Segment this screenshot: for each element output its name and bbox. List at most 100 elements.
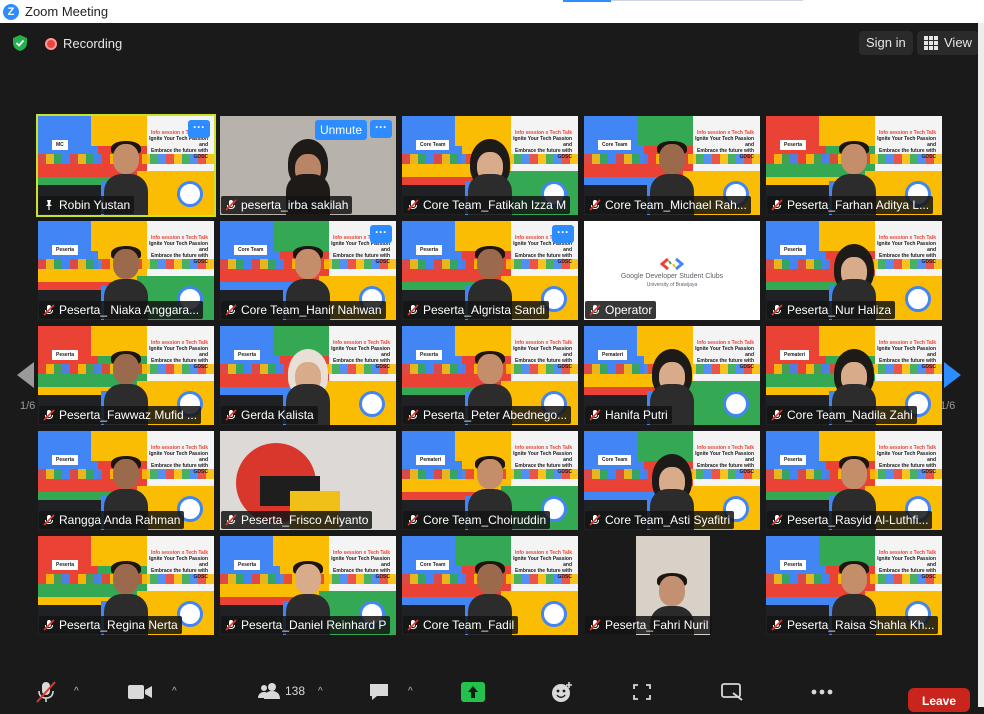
video-tile[interactable]: Info session x Tech Talk Ignite Your Tech… <box>220 326 396 425</box>
participant-name: Core Team_Asti Syafitri <box>605 513 731 527</box>
participants-button[interactable]: 138 <box>258 680 305 702</box>
tile-more-button[interactable]: ··· <box>370 120 392 138</box>
role-label: Core Team <box>416 140 450 150</box>
participant-video <box>650 454 694 530</box>
banner-text: Info session x Tech Talk Ignite Your Tech… <box>149 340 208 370</box>
recording-indicator[interactable]: Recording <box>45 36 122 51</box>
mic-muted-icon <box>407 514 419 526</box>
video-tile[interactable]: Info session x Tech Talk Ignite Your Tech… <box>402 326 578 425</box>
banner-text: Info session x Tech Talk Ignite Your Tech… <box>877 445 936 475</box>
participant-name: Peserta_Raisa Shahla Kh... <box>787 618 935 632</box>
mic-muted-icon <box>225 619 237 631</box>
video-tile[interactable]: Info session x Tech Talk Ignite Your Tech… <box>766 431 942 530</box>
mic-muted-icon <box>589 304 601 316</box>
gallery-prev-arrow-icon[interactable] <box>17 362 34 388</box>
video-tile[interactable]: Google Developer Student Clubs University… <box>584 221 760 320</box>
chat-caret-icon[interactable]: ^ <box>408 686 413 697</box>
participant-name-tag: Core Team_Choiruddin <box>403 511 551 529</box>
more-icon[interactable] <box>811 689 833 695</box>
role-label: Peserta <box>52 350 79 360</box>
leave-button[interactable]: Leave <box>908 688 970 712</box>
audio-options-caret-icon[interactable]: ^ <box>74 686 79 697</box>
video-tile[interactable]: Info session x Tech Talk Ignite Your Tech… <box>766 116 942 215</box>
role-label: Pemateri <box>416 455 446 465</box>
gallery-next-arrow-icon[interactable] <box>944 362 961 388</box>
video-options-caret-icon[interactable]: ^ <box>172 686 177 697</box>
view-button[interactable]: View <box>917 31 979 55</box>
video-tile[interactable]: Info session x Tech Talk Ignite Your Tech… <box>38 221 214 320</box>
video-tile[interactable]: Info session x Tech Talk Ignite Your Tech… <box>38 431 214 530</box>
participant-name: Core Team_Fadil <box>423 618 515 632</box>
video-tile[interactable]: Info session x Tech Talk Ignite Your Tech… <box>402 536 578 635</box>
whiteboard-icon[interactable] <box>721 683 743 701</box>
mic-muted-icon[interactable] <box>35 680 57 704</box>
unmute-button[interactable]: Unmute <box>314 120 367 140</box>
mic-muted-icon <box>225 409 237 421</box>
participant-name: Peserta_Frisco Ariyanto <box>241 513 369 527</box>
video-tile[interactable]: Info session x Tech Talk Ignite Your Tech… <box>38 536 214 635</box>
gdsc-logo-icon <box>660 257 684 271</box>
participant-name: Operator <box>605 303 653 317</box>
banner-text: Info session x Tech Talk Ignite Your Tech… <box>513 550 572 580</box>
video-tile[interactable]: Info session x Tech Talk Ignite Your Tech… <box>220 221 396 320</box>
banner-text: Info session x Tech Talk Ignite Your Tech… <box>513 130 572 160</box>
banner-text: Info session x Tech Talk Ignite Your Tech… <box>513 340 572 370</box>
participant-name: Peserta_Fahri Nuril <box>605 618 709 632</box>
video-icon[interactable] <box>127 684 153 700</box>
video-tile[interactable]: Info session x Tech Talk Ignite Your Tech… <box>766 221 942 320</box>
video-tile[interactable]: Info session x Tech Talk Ignite Your Tech… <box>402 116 578 215</box>
video-tile[interactable]: Info session x Tech Talk Ignite Your Tech… <box>766 536 942 635</box>
banner-text: Info session x Tech Talk Ignite Your Tech… <box>877 235 936 265</box>
participant-name-tag: Peserta_ Niaka Anggara... <box>39 301 204 319</box>
video-tile[interactable]: Info session x Tech Talk Ignite Your Tech… <box>402 221 578 320</box>
apps-icon[interactable] <box>632 683 652 701</box>
video-tile[interactable]: Info session x Tech Talk Ignite Your Tech… <box>36 114 216 217</box>
tile-more-button[interactable]: ··· <box>370 225 392 243</box>
participants-caret-icon[interactable]: ^ <box>318 686 323 697</box>
participant-name: Rangga Anda Rahman <box>59 513 181 527</box>
participant-name-tag: Core Team_Michael Rah... <box>585 196 751 214</box>
video-tile[interactable]: Peserta_Fahri Nuril <box>584 536 760 635</box>
shield-check-icon[interactable] <box>11 34 29 52</box>
video-tile[interactable]: Info session x Tech Talk Ignite Your Tech… <box>584 326 760 425</box>
participant-name-tag: Operator <box>585 301 657 319</box>
meeting-toolbar: ^ ^ 138 ^ ^ Leave <box>0 672 984 712</box>
video-tile[interactable]: Info session x Tech Talk Ignite Your Tech… <box>766 326 942 425</box>
role-label: Peserta <box>234 560 261 570</box>
participant-name-tag: Gerda Kalista <box>221 406 318 424</box>
reactions-icon[interactable] <box>551 681 573 703</box>
chat-icon[interactable] <box>368 682 390 702</box>
participant-name-tag: Peserta_Raisa Shahla Kh... <box>767 616 939 634</box>
video-tile[interactable]: Info session x Tech Talk Ignite Your Tech… <box>584 116 760 215</box>
banner-text: Info session x Tech Talk Ignite Your Tech… <box>513 445 572 475</box>
video-tile[interactable]: Peserta_Frisco Ariyanto <box>220 431 396 530</box>
tile-more-button[interactable]: ··· <box>188 120 210 138</box>
participant-name-tag: Peserta_Regina Nerta <box>39 616 182 634</box>
video-tile[interactable]: Info session x Tech Talk Ignite Your Tech… <box>220 536 396 635</box>
participant-name-tag: Core Team_Fadil <box>403 616 519 634</box>
page-indicator-right: 1/6 <box>940 400 956 412</box>
banner-text: Info session x Tech Talk Ignite Your Tech… <box>331 550 390 580</box>
role-label: Peserta <box>780 140 807 150</box>
mic-muted-icon <box>771 199 783 211</box>
role-label: Pemateri <box>780 350 810 360</box>
participant-name: Peserta_Nur Haliza <box>787 303 892 317</box>
zoom-logo-icon: Z <box>3 3 19 20</box>
mic-muted-icon <box>407 304 419 316</box>
role-label: MC <box>52 140 68 150</box>
video-tile[interactable]: Info session x Tech Talk Ignite Your Tech… <box>584 431 760 530</box>
participant-name-tag: Peserta_Peter Abednego... <box>403 406 572 424</box>
participant-name: Core Team_Michael Rah... <box>605 198 747 212</box>
participant-name: Core Team_Nadila Zahi <box>787 408 913 422</box>
video-tile[interactable]: Info session x Tech Talk Ignite Your Tech… <box>38 326 214 425</box>
share-screen-icon[interactable] <box>461 682 485 702</box>
participant-name: Peserta_Rasyid Al-Luthfi... <box>787 513 929 527</box>
mic-muted-icon <box>771 409 783 421</box>
mic-muted-icon <box>589 619 601 631</box>
page-indicator-left: 1/6 <box>20 400 36 412</box>
signin-button[interactable]: Sign in <box>859 31 913 55</box>
tile-more-button[interactable]: ··· <box>552 225 574 243</box>
video-tile[interactable]: Info session x Tech Talk Ignite Your Tech… <box>402 431 578 530</box>
video-tile[interactable]: peserta_irba sakilah ··· Unmute <box>220 116 396 215</box>
participant-name: Robin Yustan <box>59 198 131 212</box>
